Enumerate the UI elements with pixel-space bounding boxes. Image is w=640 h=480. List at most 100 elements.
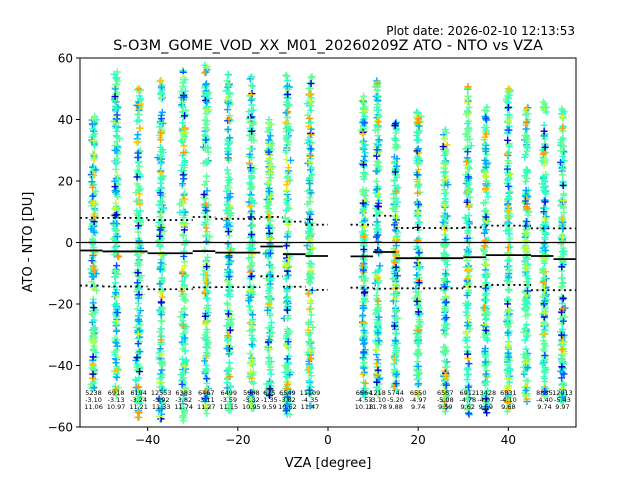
scatter-point-outlier: [283, 186, 291, 194]
scatter-point: [134, 211, 142, 219]
scatter-point: [225, 260, 233, 268]
scatter-point-outlier: [248, 355, 256, 363]
scatter-point: [180, 322, 188, 330]
scatter-point-outlier: [112, 94, 120, 102]
scatter-point: [113, 104, 121, 112]
scatter-point: [360, 359, 368, 367]
scatter-point: [305, 318, 313, 326]
scatter-point: [307, 372, 315, 380]
scatter-point-outlier: [306, 389, 314, 397]
scatter-point-outlier: [181, 362, 189, 370]
scatter-point: [156, 168, 164, 176]
scatter-point: [284, 365, 292, 373]
scatter-point-outlier: [245, 159, 253, 167]
scatter-point-outlier: [307, 354, 315, 362]
scatter-point: [181, 328, 189, 336]
bin-std-label: 9.68: [501, 403, 515, 411]
scatter-point-outlier: [266, 345, 274, 353]
scatter-point: [248, 173, 256, 181]
scatter-point-outlier: [181, 195, 189, 203]
scatter-point: [90, 328, 98, 336]
scatter-point: [112, 165, 120, 173]
scatter-point: [308, 73, 316, 81]
scatter-point: [375, 106, 383, 114]
scatter-point-outlier: [224, 310, 232, 318]
scatter-point-outlier: [179, 322, 187, 330]
scatter-point-outlier: [307, 297, 315, 305]
scatter-point-outlier: [265, 154, 273, 162]
scatter-point: [181, 334, 189, 342]
scatter-point: [267, 358, 275, 366]
scatter-point: [306, 225, 314, 233]
scatter-point-outlier: [226, 184, 234, 192]
scatter-point-outlier: [155, 378, 163, 386]
scatter-point: [201, 145, 209, 153]
scatter-point: [227, 320, 235, 328]
scatter-point-outlier: [89, 183, 97, 191]
scatter-point-outlier: [113, 317, 121, 325]
scatter-point: [201, 181, 209, 189]
scatter-point: [203, 410, 211, 418]
scatter-point-outlier: [157, 336, 165, 344]
scatter-point-outlier: [225, 253, 233, 261]
scatter-point: [250, 137, 258, 145]
scatter-point: [178, 277, 186, 285]
scatter-point: [203, 120, 211, 128]
scatter-point: [286, 127, 294, 135]
scatter-point: [266, 132, 274, 140]
scatter-point: [138, 272, 146, 280]
bin-std-label: 9.62: [461, 403, 475, 411]
scatter-column: [176, 67, 190, 425]
y-tick-label: −20: [48, 298, 73, 312]
scatter-point-outlier: [112, 112, 120, 120]
scatter-point-outlier: [135, 196, 143, 204]
scatter-point-outlier: [247, 96, 255, 104]
scatter-point-outlier: [179, 134, 187, 142]
scatter-point-outlier: [136, 124, 144, 132]
scatter-point-outlier: [285, 255, 293, 263]
bin-std-label: 10.97: [107, 403, 126, 411]
scatter-point-outlier: [90, 155, 98, 163]
scatter-point: [225, 82, 233, 90]
scatter-point: [228, 245, 236, 253]
scatter-point: [178, 413, 186, 421]
scatter-point: [287, 156, 295, 164]
scatter-point: [247, 253, 255, 261]
scatter-point: [155, 201, 163, 209]
scatter-point: [134, 228, 142, 236]
scatter-point: [263, 380, 271, 388]
scatter-point: [226, 364, 234, 372]
scatter-point-outlier: [135, 237, 143, 245]
scatter-point: [177, 313, 185, 321]
scatter-point-outlier: [114, 353, 122, 361]
scatter-point-outlier: [246, 360, 254, 368]
scatter-point: [157, 279, 165, 287]
scatter-point-outlier: [376, 262, 384, 270]
scatter-point-outlier: [247, 395, 255, 403]
scatter-point: [359, 205, 367, 213]
scatter-point: [113, 187, 121, 195]
scatter-point-outlier: [179, 74, 187, 82]
scatter-point-outlier: [266, 385, 274, 393]
scatter-point-outlier: [284, 177, 292, 185]
scatter-point: [204, 309, 212, 317]
scatter-point: [249, 106, 257, 114]
scatter-point-outlier: [224, 228, 232, 236]
scatter-point-outlier: [179, 268, 187, 276]
scatter-point: [373, 286, 381, 294]
bin-std-label: 9.59: [262, 403, 276, 411]
scatter-point-outlier: [202, 395, 210, 403]
scatter-point: [266, 294, 274, 302]
scatter-point: [87, 380, 95, 388]
scatter-point: [204, 295, 212, 303]
scatter-point: [201, 116, 209, 124]
scatter-point: [304, 187, 312, 195]
scatter-point-outlier: [226, 134, 234, 142]
scatter-point-outlier: [201, 312, 209, 320]
scatter-point: [133, 360, 141, 368]
scatter-point: [372, 268, 380, 276]
scatter-point-outlier: [111, 93, 119, 101]
scatter-point: [373, 178, 381, 186]
scatter-point: [307, 311, 315, 319]
